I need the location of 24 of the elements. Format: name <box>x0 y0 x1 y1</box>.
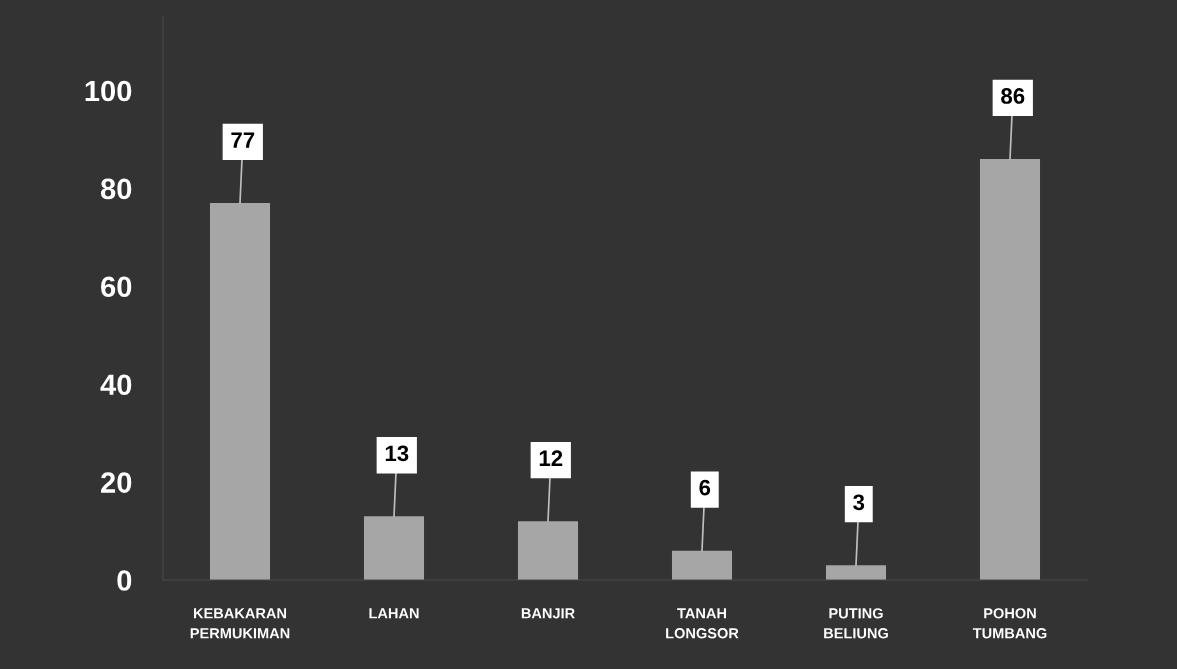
data-label: 3 <box>853 494 865 511</box>
y-tick-label: 40 <box>100 374 132 396</box>
x-tick-label: LAHAN <box>369 608 419 619</box>
data-label: 13 <box>385 445 409 462</box>
bar <box>979 158 1041 580</box>
bar <box>363 516 425 580</box>
data-label: 12 <box>539 450 563 466</box>
bar <box>825 565 887 580</box>
x-tick-label: PUTING BELIUNG <box>824 608 888 639</box>
x-tick-label: POHON TUMBANG <box>972 608 1047 639</box>
y-tick-label: 80 <box>100 178 132 200</box>
y-tick-label: 20 <box>101 472 132 493</box>
x-tick-label: KEBAKARAN PERMUKIMAN <box>190 608 290 639</box>
data-label: 86 <box>1001 88 1025 104</box>
x-tick-label: TANAH LONGSOR <box>666 608 739 639</box>
data-label: 77 <box>231 132 255 148</box>
y-tick-label: 0 <box>117 570 132 591</box>
y-tick-label: 100 <box>85 80 132 102</box>
bar <box>209 203 271 580</box>
bar <box>671 550 733 580</box>
y-tick-label: 60 <box>101 276 132 298</box>
bar <box>517 521 579 580</box>
data-label: 6 <box>699 479 711 496</box>
x-tick-label: BANJIR <box>521 608 575 619</box>
